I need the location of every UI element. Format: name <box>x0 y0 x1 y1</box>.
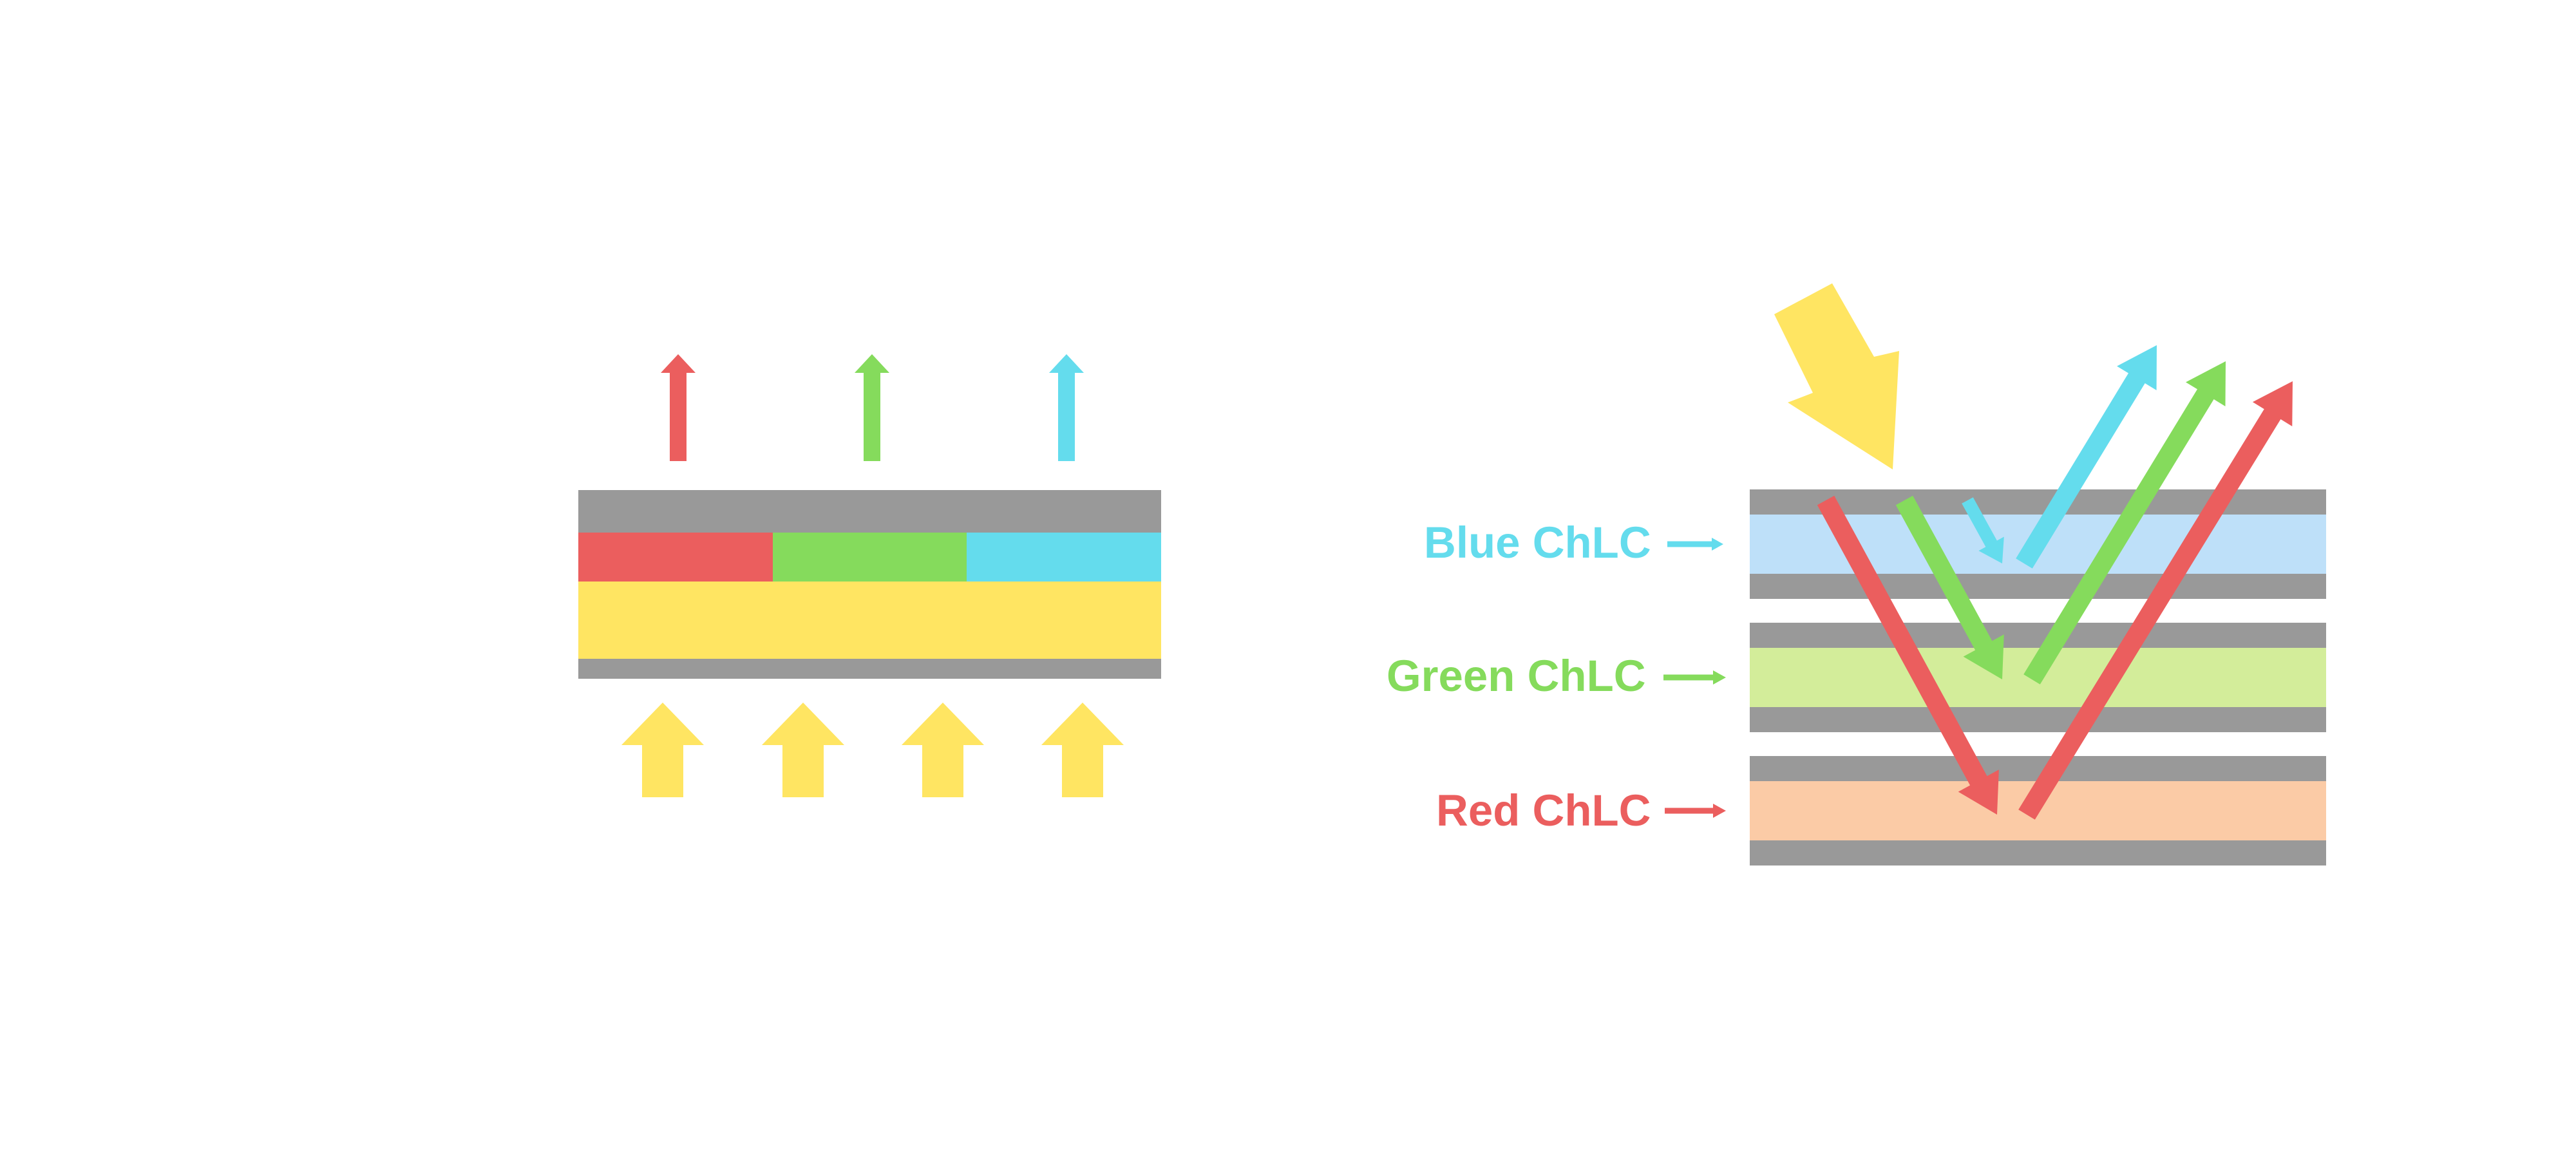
svg-text:Blue ChLC: Blue ChLC <box>1424 518 1651 567</box>
svg-text:Green ChLC: Green ChLC <box>1387 651 1646 701</box>
svg-text:Red ChLC: Red ChLC <box>1436 786 1651 835</box>
